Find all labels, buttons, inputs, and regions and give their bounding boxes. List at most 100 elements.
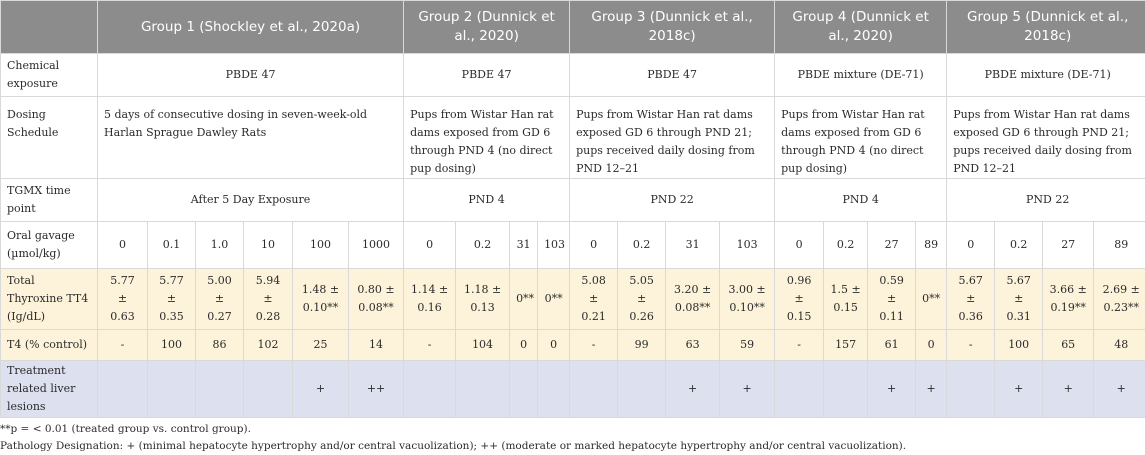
table-cell: PND 4 xyxy=(404,179,570,222)
table-cell xyxy=(404,361,456,418)
table-cell: 65 xyxy=(1043,330,1094,361)
table-cell: 89 xyxy=(1094,222,1145,269)
table-cell: 1000 xyxy=(349,222,404,269)
table-cell: 0 xyxy=(510,330,538,361)
table-cell: Pups from Wistar Han rat dams exposed fr… xyxy=(404,97,570,179)
table-cell xyxy=(947,361,995,418)
table-cell: 0** xyxy=(916,269,947,330)
row-label: Treatment related liver lesions xyxy=(1,361,98,418)
table-cell: 0.2 xyxy=(995,222,1043,269)
group1-header: Group 1 (Shockley et al., 2020a) xyxy=(98,1,404,54)
table-cell: 0** xyxy=(510,269,538,330)
dosing-schedule-row: Dosing Schedule 5 days of consecutive do… xyxy=(1,97,1145,179)
table-cell: 5 days of consecutive dosing in seven-we… xyxy=(98,97,404,179)
table-cell: Pups from Wistar Han rat dams exposed GD… xyxy=(570,97,775,179)
table-cell: + xyxy=(1094,361,1145,418)
table-cell: PBDE 47 xyxy=(98,54,404,97)
table-cell: 31 xyxy=(666,222,720,269)
pathology-note: Pathology Designation: + (minimal hepato… xyxy=(0,438,1145,455)
results-table: Group 1 (Shockley et al., 2020a) Group 2… xyxy=(0,0,1145,418)
table-cell: 1.18 ± 0.13 xyxy=(456,269,510,330)
table-cell xyxy=(98,361,148,418)
table-cell: 0.2 xyxy=(824,222,868,269)
table-cell xyxy=(510,361,538,418)
table-cell: - xyxy=(98,330,148,361)
table-cell: 0 xyxy=(570,222,618,269)
table-cell: PBDE 47 xyxy=(404,54,570,97)
header-row: Group 1 (Shockley et al., 2020a) Group 2… xyxy=(1,1,1145,54)
table-cell: 1.0 xyxy=(196,222,244,269)
table-cell: 1.14 ± 0.16 xyxy=(404,269,456,330)
table-cell: 0.2 xyxy=(456,222,510,269)
table-cell: 0.1 xyxy=(148,222,196,269)
table-cell: 157 xyxy=(824,330,868,361)
corner-cell xyxy=(1,1,98,54)
table-cell: Pups from Wistar Han rat dams exposed GD… xyxy=(947,97,1145,179)
table-cell: 0 xyxy=(538,330,570,361)
table-cell: + xyxy=(293,361,349,418)
table-cell: 103 xyxy=(720,222,775,269)
table-cell: After 5 Day Exposure xyxy=(98,179,404,222)
table-cell: ++ xyxy=(349,361,404,418)
table-cell: 27 xyxy=(868,222,916,269)
table-cell: + xyxy=(995,361,1043,418)
table-cell: 0.2 xyxy=(618,222,666,269)
table-cell: 48 xyxy=(1094,330,1145,361)
table-cell: 3.20 ± 0.08** xyxy=(666,269,720,330)
row-label: Oral gavage (µmol/kg) xyxy=(1,222,98,269)
table-cell: 0 xyxy=(98,222,148,269)
table-cell xyxy=(775,361,824,418)
table-cell: Pups from Wistar Han rat dams exposed fr… xyxy=(775,97,947,179)
table-cell: 100 xyxy=(293,222,349,269)
row-label: Dosing Schedule xyxy=(1,97,98,179)
table-cell: + xyxy=(868,361,916,418)
table-footnotes: **p = < 0.01 (treated group vs. control … xyxy=(0,418,1145,455)
table-cell: 5.05 ± 0.26 xyxy=(618,269,666,330)
chemical-exposure-row: Chemical exposure PBDE 47 PBDE 47 PBDE 4… xyxy=(1,54,1145,97)
table-cell xyxy=(538,361,570,418)
group5-header: Group 5 (Dunnick et al., 2018c) xyxy=(947,1,1145,54)
table-cell xyxy=(618,361,666,418)
table-cell: 2.69 ± 0.23** xyxy=(1094,269,1145,330)
table-cell: 31 xyxy=(510,222,538,269)
table-cell: 59 xyxy=(720,330,775,361)
table-cell: 103 xyxy=(538,222,570,269)
table-cell: 63 xyxy=(666,330,720,361)
significance-note: **p = < 0.01 (treated group vs. control … xyxy=(0,421,1145,438)
table-cell: - xyxy=(775,330,824,361)
table-cell: 89 xyxy=(916,222,947,269)
table-cell: 3.00 ± 0.10** xyxy=(720,269,775,330)
row-label: T4 (% control) xyxy=(1,330,98,361)
row-label: Total Thyroxine TT4 (Ig/dL) xyxy=(1,269,98,330)
table-cell: - xyxy=(404,330,456,361)
row-label: Chemical exposure xyxy=(1,54,98,97)
table-cell: 1.48 ± 0.10** xyxy=(293,269,349,330)
table-cell: PND 22 xyxy=(947,179,1145,222)
group2-header: Group 2 (Dunnick et al., 2020) xyxy=(404,1,570,54)
table-cell: 104 xyxy=(456,330,510,361)
table-cell: PND 4 xyxy=(775,179,947,222)
table-cell: - xyxy=(570,330,618,361)
group3-header: Group 3 (Dunnick et al., 2018c) xyxy=(570,1,775,54)
tgmx-time-point-row: TGMX time point After 5 Day Exposure PND… xyxy=(1,179,1145,222)
table-cell: 100 xyxy=(148,330,196,361)
table-cell: 5.08 ± 0.21 xyxy=(570,269,618,330)
table-cell: - xyxy=(947,330,995,361)
table-cell: 14 xyxy=(349,330,404,361)
table-cell: 5.67 ± 0.31 xyxy=(995,269,1043,330)
table-cell: PBDE mixture (DE-71) xyxy=(775,54,947,97)
table-cell: 0.96 ± 0.15 xyxy=(775,269,824,330)
table-cell xyxy=(570,361,618,418)
table-cell: 0 xyxy=(916,330,947,361)
group4-header: Group 4 (Dunnick et al., 2020) xyxy=(775,1,947,54)
table-cell: 102 xyxy=(244,330,293,361)
table-cell: 0 xyxy=(775,222,824,269)
table-cell: 86 xyxy=(196,330,244,361)
table-cell: 25 xyxy=(293,330,349,361)
table-cell: 0 xyxy=(404,222,456,269)
table-cell xyxy=(244,361,293,418)
table-cell: 0 xyxy=(947,222,995,269)
table-cell xyxy=(196,361,244,418)
table-cell: 100 xyxy=(995,330,1043,361)
